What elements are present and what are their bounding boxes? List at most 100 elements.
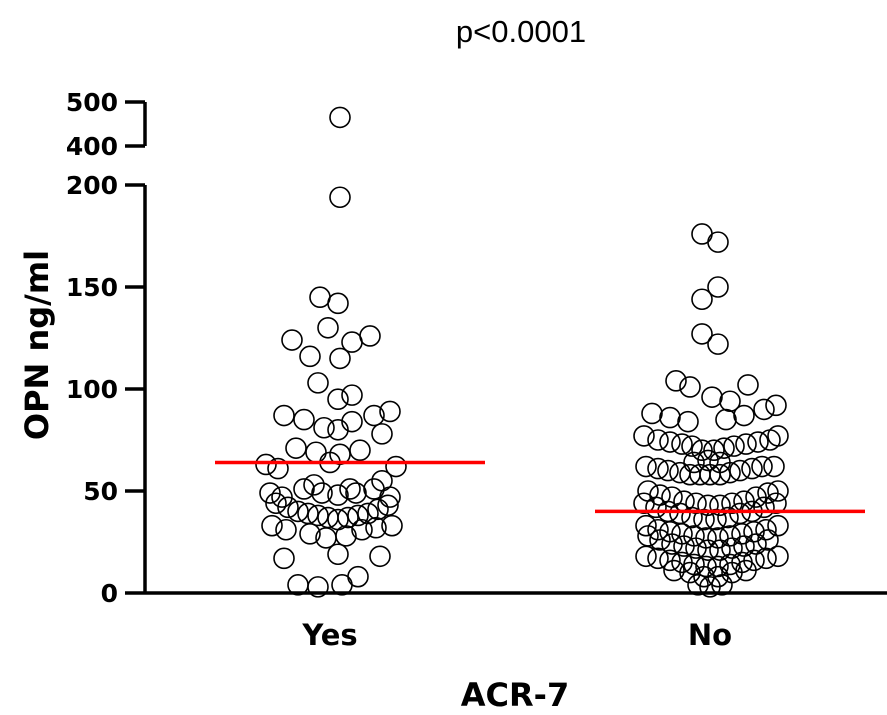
data-point <box>339 478 361 500</box>
data-point <box>703 439 725 462</box>
data-point <box>649 529 671 551</box>
data-point <box>753 496 775 519</box>
data-point <box>327 543 349 566</box>
data-point <box>293 408 315 431</box>
data-point <box>307 576 329 598</box>
data-point <box>711 574 733 596</box>
data-point <box>683 451 705 474</box>
data-point <box>299 345 321 368</box>
y-tick-label: 500 <box>66 88 118 117</box>
data-point <box>381 514 403 537</box>
x-category-labels: Yes No <box>301 618 732 652</box>
data-point <box>693 565 715 588</box>
y-tick-label: 400 <box>66 132 118 161</box>
data-point <box>765 394 787 417</box>
data-point <box>673 535 695 557</box>
data-point <box>731 523 753 545</box>
axes <box>143 102 887 595</box>
data-point <box>697 494 719 517</box>
data-point <box>669 502 691 525</box>
data-point <box>681 435 703 457</box>
data-point <box>327 418 349 441</box>
data-point <box>709 494 731 517</box>
x-axis-title: ACR-7 <box>461 676 569 714</box>
data-point <box>271 486 293 508</box>
data-point <box>647 457 669 480</box>
data-point <box>345 482 367 504</box>
y-tick-label: 200 <box>66 171 118 200</box>
data-point <box>327 484 349 506</box>
data-point <box>347 504 369 527</box>
data-point <box>663 559 685 582</box>
data-points <box>255 106 789 598</box>
data-point <box>721 537 743 559</box>
data-point <box>329 347 351 370</box>
data-point <box>707 231 729 253</box>
data-point <box>657 459 679 482</box>
data-point <box>341 410 363 433</box>
data-point <box>735 433 757 455</box>
data-point <box>733 535 755 557</box>
data-point <box>287 500 309 523</box>
data-point <box>369 545 391 568</box>
data-point <box>679 561 701 584</box>
data-point <box>367 498 389 521</box>
data-point <box>697 449 719 472</box>
y-tick-label: 50 <box>83 477 118 506</box>
data-point <box>755 518 777 541</box>
data-point <box>365 516 387 539</box>
data-point <box>705 508 727 531</box>
data-point <box>735 559 757 582</box>
data-point <box>709 539 731 561</box>
data-point <box>659 406 681 429</box>
data-point <box>357 502 379 525</box>
data-point <box>691 288 713 311</box>
data-point <box>359 325 381 347</box>
data-point <box>327 388 349 411</box>
data-point <box>351 518 373 541</box>
x-category-label: No <box>688 618 732 652</box>
data-point <box>371 423 393 445</box>
data-point <box>717 506 739 529</box>
data-point <box>751 455 773 478</box>
data-point <box>273 547 295 570</box>
data-point <box>261 514 283 537</box>
data-point <box>265 492 287 515</box>
data-point <box>753 398 775 421</box>
data-point <box>273 404 295 427</box>
data-point <box>767 514 789 537</box>
data-point <box>267 457 289 480</box>
data-point <box>729 459 751 482</box>
data-point <box>763 455 785 478</box>
data-point <box>767 425 789 447</box>
data-point <box>707 276 729 298</box>
data-point <box>677 410 699 433</box>
y-tick-label: 150 <box>66 273 118 302</box>
data-point <box>743 520 765 543</box>
data-point <box>719 525 741 547</box>
data-point <box>715 408 737 431</box>
y-tick-label: 100 <box>66 375 118 404</box>
data-point <box>385 455 407 478</box>
x-category-label: Yes <box>301 618 357 652</box>
data-point <box>665 370 687 392</box>
data-point <box>293 478 315 500</box>
data-point <box>255 453 277 476</box>
data-point <box>733 404 755 427</box>
y-tick-label: 0 <box>101 579 118 608</box>
data-point <box>305 441 327 464</box>
data-point <box>275 518 297 541</box>
data-point <box>767 545 789 568</box>
data-point <box>313 416 335 439</box>
median-lines <box>215 460 865 514</box>
data-point <box>341 384 363 406</box>
data-point <box>707 333 729 355</box>
data-point <box>363 478 385 500</box>
data-point <box>687 574 709 596</box>
data-point <box>299 523 321 545</box>
data-point <box>765 492 787 515</box>
y-axis-title: OPN ng/ml <box>18 250 56 440</box>
data-point <box>363 404 385 427</box>
data-point <box>277 496 299 519</box>
